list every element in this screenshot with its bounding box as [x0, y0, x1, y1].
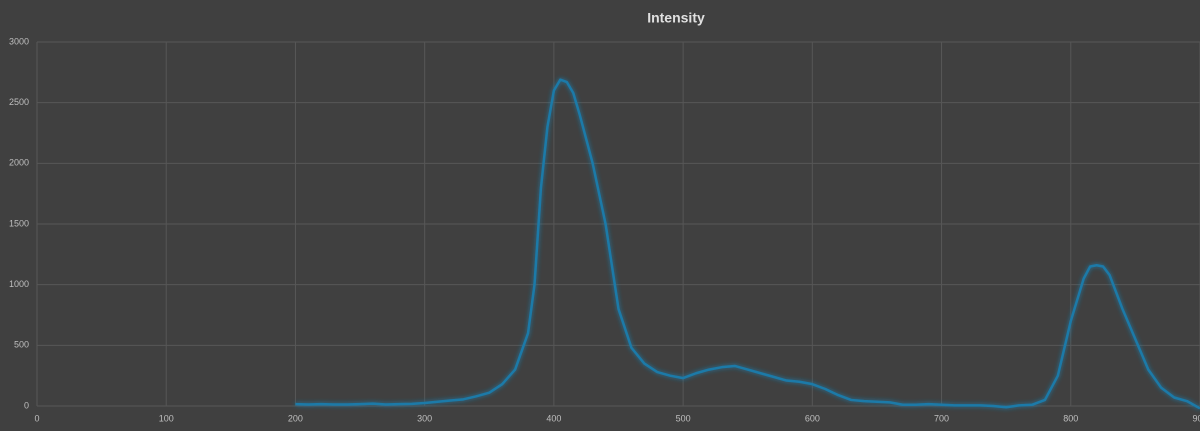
- chart-title: Intensity: [647, 10, 705, 26]
- x-tick-label: 0: [34, 413, 39, 423]
- x-tick-label: 200: [288, 413, 303, 423]
- x-tick-label: 700: [934, 413, 949, 423]
- y-tick-label: 2500: [9, 97, 29, 107]
- x-tick-label: 500: [676, 413, 691, 423]
- x-tick-label: 400: [546, 413, 561, 423]
- y-tick-label: 1000: [9, 279, 29, 289]
- x-tick-label: 300: [417, 413, 432, 423]
- y-tick-label: 2000: [9, 158, 29, 168]
- data-line: [295, 78, 1200, 410]
- y-tick-label: 1500: [9, 218, 29, 228]
- y-tick-label: 3000: [9, 36, 29, 46]
- x-tick-label: 800: [1063, 413, 1078, 423]
- x-tick-label: 600: [805, 413, 820, 423]
- y-tick-label: 500: [14, 340, 29, 350]
- y-tick-label: 0: [24, 400, 29, 410]
- x-tick-label: 100: [159, 413, 174, 423]
- x-tick-label: 900: [1192, 413, 1200, 423]
